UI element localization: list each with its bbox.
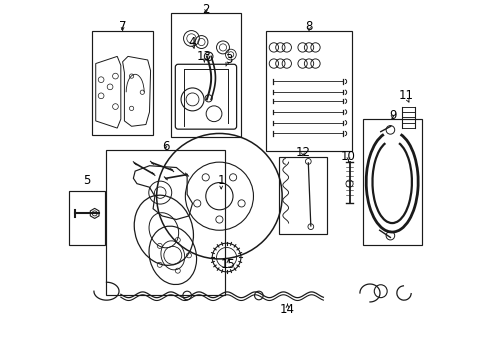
Text: 5: 5	[83, 174, 90, 186]
Bar	[278, 157, 326, 234]
Bar	[69, 191, 104, 244]
Text: 12: 12	[295, 146, 310, 159]
Text: 13: 13	[197, 50, 211, 63]
Text: 9: 9	[388, 109, 395, 122]
Text: 1: 1	[217, 174, 224, 186]
Bar	[171, 13, 241, 137]
Text: 11: 11	[398, 89, 412, 102]
Bar	[362, 119, 421, 244]
Text: 6: 6	[162, 140, 169, 153]
Text: 8: 8	[305, 20, 312, 33]
Text: 10: 10	[340, 150, 355, 163]
Text: 15: 15	[221, 258, 235, 271]
Text: 2: 2	[202, 3, 209, 15]
Text: 7: 7	[119, 20, 126, 33]
Bar	[265, 31, 351, 152]
Text: 3: 3	[224, 54, 232, 67]
Text: 4: 4	[188, 36, 196, 49]
Text: 14: 14	[280, 303, 294, 316]
Bar	[106, 150, 224, 295]
Bar	[92, 31, 153, 135]
